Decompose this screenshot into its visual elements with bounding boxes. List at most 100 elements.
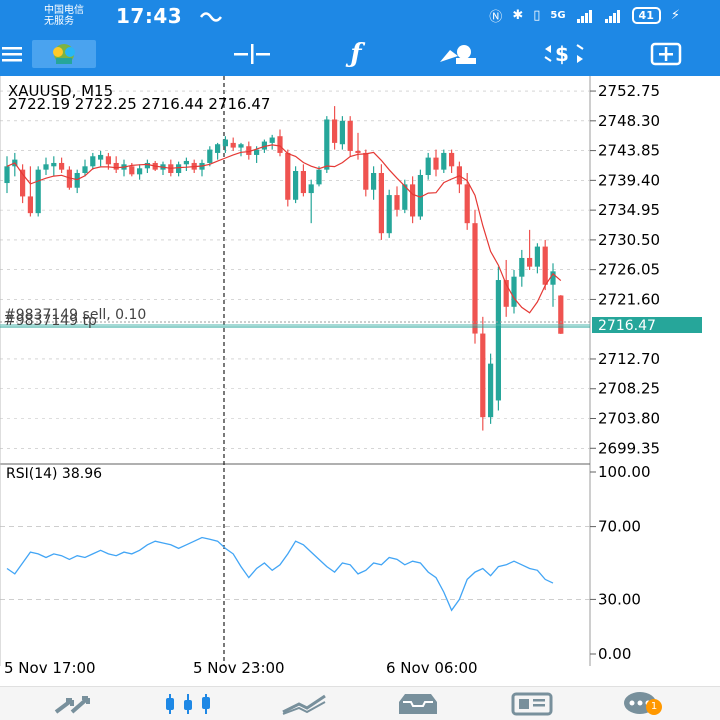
new-order-button[interactable] <box>644 32 688 76</box>
nav-history[interactable] <box>386 687 450 720</box>
status-time: 17:43 <box>116 4 183 28</box>
candle-body <box>480 333 486 418</box>
tp-order-label: #9837149 tp <box>4 313 97 329</box>
objects-icon <box>440 45 476 64</box>
app-logo <box>32 40 96 68</box>
price-tick-label: 2748.30 <box>598 112 660 130</box>
candle-body <box>90 156 96 167</box>
crosshair-icon <box>234 44 270 64</box>
messages-badge: 1 <box>646 699 662 715</box>
candle-body <box>503 280 509 307</box>
candle-body <box>519 257 525 277</box>
candle-body <box>542 246 548 285</box>
moving-average-line <box>6 144 562 314</box>
quotes-icon <box>54 696 90 714</box>
menu-button[interactable] <box>0 32 24 76</box>
charging-icon: ⚡ <box>670 8 680 23</box>
indicators-button[interactable]: ƒ <box>334 32 378 76</box>
candle-body <box>363 152 369 190</box>
signal-icon <box>576 9 592 23</box>
price-tick-label: 2712.70 <box>598 350 660 368</box>
time-label-2: 5 Nov 23:00 <box>193 659 285 677</box>
rsi-tick-label: 0.00 <box>598 645 631 663</box>
carrier-service: 无服务 <box>44 16 74 27</box>
nav-news[interactable] <box>500 687 564 720</box>
carrier-info: 中国电信 无服务 <box>44 5 84 27</box>
nav-messages[interactable]: 1 <box>610 687 674 720</box>
current-price-value: 2716.47 <box>598 318 656 334</box>
candle-body <box>207 149 213 163</box>
chart-toolbar: ƒ $ <box>0 32 720 76</box>
candle-body <box>43 164 49 170</box>
crosshair-button[interactable] <box>230 32 274 76</box>
nav-chart[interactable] <box>156 687 220 720</box>
svg-text:$: $ <box>555 42 569 66</box>
candle-body <box>183 160 189 165</box>
nav-quotes[interactable] <box>40 687 104 720</box>
candle-body <box>347 120 353 151</box>
signal-icon-2 <box>604 9 620 23</box>
price-tick-label: 2734.95 <box>598 201 660 219</box>
price-tick-label: 2739.40 <box>598 171 660 189</box>
candle-body <box>495 280 501 401</box>
candle-body <box>82 166 88 173</box>
bluetooth-icon: ✱ <box>512 8 524 23</box>
trade-icon <box>282 694 326 715</box>
candle-body <box>215 144 221 153</box>
app-logo-button[interactable] <box>32 32 96 76</box>
price-tick-label: 2721.60 <box>598 290 660 308</box>
candle-body <box>433 157 439 170</box>
candle-body <box>74 173 80 188</box>
candle-body <box>488 363 494 418</box>
status-bar: 中国电信 无服务 17:43 Ⓝ ✱ ▯ 5G 41 ⚡ <box>0 0 720 32</box>
nav-trade[interactable] <box>272 687 336 720</box>
candle-body <box>35 169 41 214</box>
time-label-3: 6 Nov 06:00 <box>386 659 478 677</box>
candle-body <box>285 152 291 200</box>
candle-body <box>246 146 252 155</box>
candle-body <box>425 157 431 176</box>
candle-body <box>238 144 244 148</box>
battery-indicator: 41 <box>631 7 661 24</box>
carrier-name: 中国电信 <box>44 5 84 16</box>
timeframe-icon: $ <box>544 42 584 66</box>
candle-body <box>59 162 65 170</box>
objects-button[interactable] <box>436 32 480 76</box>
network-type: 5G <box>550 10 566 21</box>
candle-body <box>464 184 470 224</box>
vibrate-icon: ▯ <box>533 8 541 23</box>
candle-body <box>222 139 228 147</box>
timeframe-button[interactable]: $ <box>540 32 588 76</box>
candle-body <box>355 150 361 153</box>
candle-body <box>176 164 182 173</box>
candle-body <box>66 169 72 188</box>
hotspot-icon <box>199 12 222 22</box>
candle-body <box>316 169 322 185</box>
candle-body <box>230 142 236 148</box>
candle-body <box>410 184 416 217</box>
rsi-tick-label: 30.00 <box>598 590 641 608</box>
candle-body <box>394 195 400 210</box>
candle-body <box>144 162 150 169</box>
candles-layer <box>4 106 564 431</box>
chart-icon <box>166 694 210 714</box>
sell-order-label: #9837149 sell, 0.10 <box>4 307 146 323</box>
chart-area[interactable]: 100.00 70.00 30.00 0.00 2752.75 2748.30 2743.… <box>0 76 720 686</box>
candle-body <box>129 166 135 175</box>
candle-body <box>4 166 10 184</box>
price-tick-label: 2699.35 <box>598 439 660 457</box>
candle-body <box>386 195 392 234</box>
candle-body <box>20 169 26 197</box>
candle-body <box>527 257 533 267</box>
rsi-label: RSI(14) 38.96 <box>6 466 102 482</box>
candle-body <box>402 184 408 210</box>
price-tick-label: 2730.50 <box>598 231 660 249</box>
candle-body <box>261 141 267 150</box>
chart-canvas[interactable]: 100.00 70.00 30.00 0.00 2752.75 2748.30 2743.… <box>0 76 720 686</box>
news-icon <box>511 692 553 716</box>
candle-body <box>371 173 377 190</box>
candle-body <box>27 196 33 214</box>
price-tick-label: 2708.25 <box>598 380 660 398</box>
candle-body <box>98 154 104 160</box>
candle-body <box>324 119 330 170</box>
